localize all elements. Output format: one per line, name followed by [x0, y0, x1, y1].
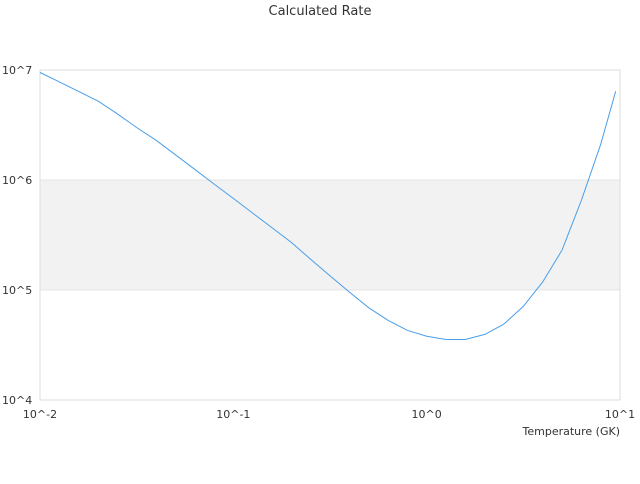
- x-tick-label: 10^-1: [216, 408, 250, 421]
- x-tick-label: 10^1: [605, 408, 635, 421]
- background-band: [40, 180, 620, 290]
- x-axis-label: Temperature (GK): [522, 425, 621, 438]
- chart-title: Calculated Rate: [268, 4, 372, 19]
- rate-line: [39, 72, 617, 340]
- x-tick-label: 10^0: [412, 408, 442, 421]
- y-tick-label: 10^7: [2, 64, 32, 77]
- y-tick-label: 10^6: [2, 174, 32, 187]
- y-tick-label: 10^5: [2, 284, 32, 297]
- x-tick-label: 10^-2: [23, 408, 57, 421]
- y-tick-label: 10^4: [2, 394, 32, 407]
